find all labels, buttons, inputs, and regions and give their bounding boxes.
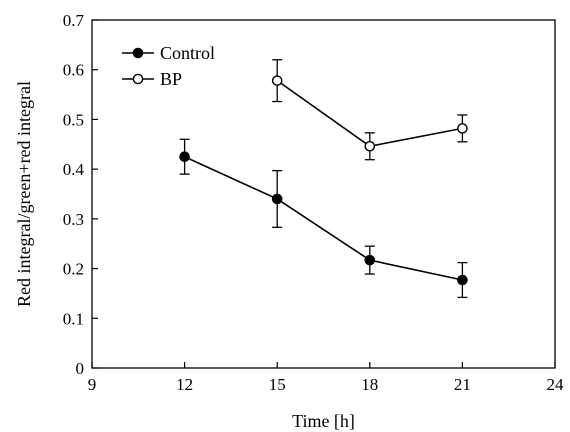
- y-tick-label: 0.5: [63, 110, 84, 129]
- legend-item-control: Control: [122, 43, 215, 63]
- x-tick-label: 21: [454, 375, 471, 394]
- x-tick-label: 15: [269, 375, 286, 394]
- legend-item-bp: BP: [122, 69, 182, 89]
- y-tick-label: 0: [76, 359, 85, 378]
- y-tick-label: 0.1: [63, 309, 84, 328]
- x-tick-label: 18: [361, 375, 378, 394]
- y-tick-label: 0.3: [63, 210, 84, 229]
- ticks-layer: 9 12 15 18 21 24 0 0.1 0.2 0.3 0.4 0.5 0.6 0.7: [63, 11, 564, 394]
- x-tick-label: 9: [88, 375, 97, 394]
- x-tick-label: 12: [176, 375, 193, 394]
- bp-data-point: [364, 140, 376, 152]
- legend-label-control: Control: [160, 43, 215, 63]
- x-axis-title: Time [h]: [292, 411, 355, 431]
- plot-area-frame: [91, 19, 556, 369]
- legend-marker-control: [132, 47, 144, 59]
- y-tick-label: 0.6: [63, 61, 84, 80]
- y-axis-title: Red integral/green+red integral: [14, 81, 34, 307]
- x-tick-label: 24: [547, 375, 565, 394]
- control-data-point: [179, 151, 190, 163]
- control-data-point: [364, 254, 376, 266]
- bp-data-point: [271, 75, 283, 86]
- legend-label-bp: BP: [160, 69, 182, 89]
- legend: Control BP: [122, 43, 215, 89]
- control-data-point: [271, 193, 283, 205]
- control-series-line: [184, 155, 463, 281]
- y-tick-label: 0.4: [63, 160, 85, 179]
- series-layer: [179, 59, 468, 299]
- bp-data-point: [457, 123, 468, 134]
- y-tick-label: 0.7: [63, 11, 85, 30]
- legend-marker-bp: [132, 73, 144, 85]
- y-tick-label: 0.2: [63, 260, 84, 279]
- control-data-point: [457, 274, 468, 286]
